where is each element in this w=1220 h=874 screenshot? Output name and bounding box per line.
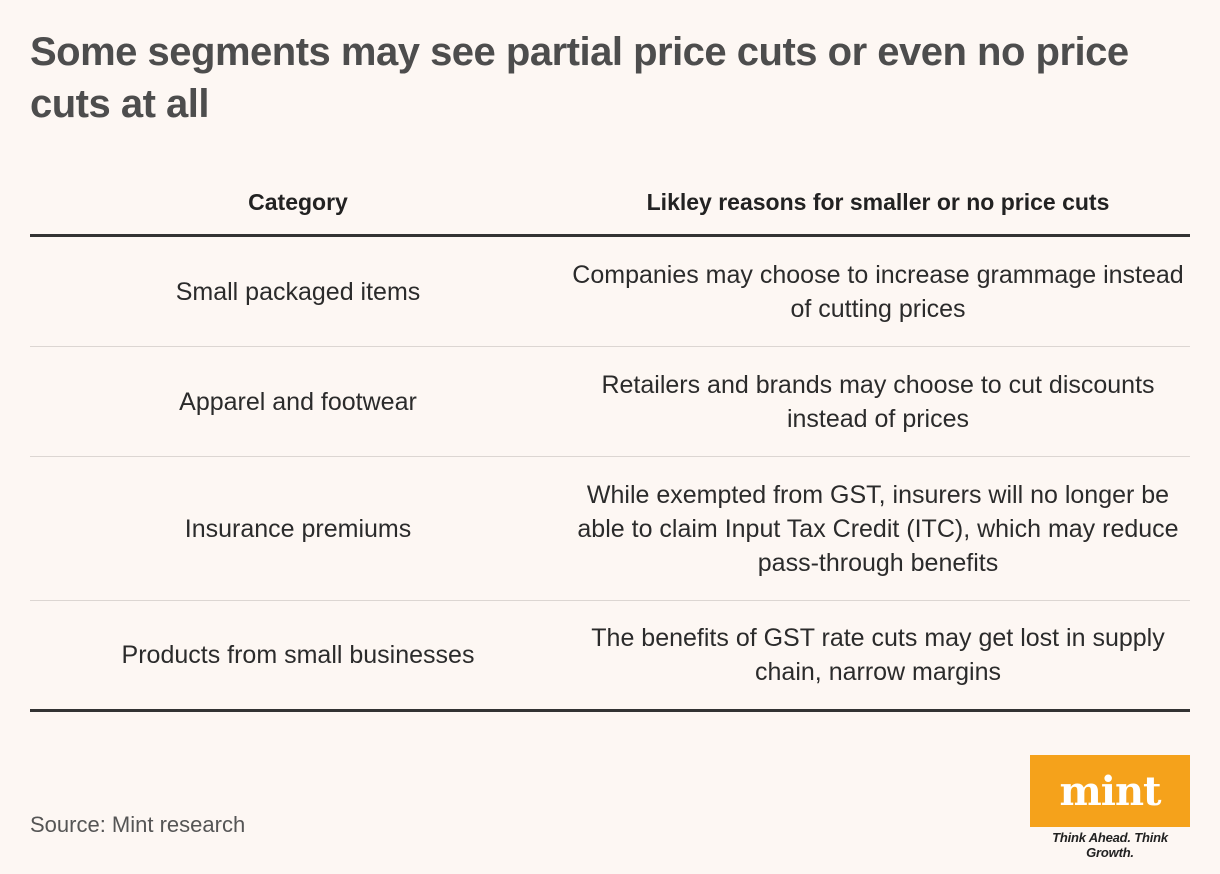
mint-logo: mint (1030, 755, 1190, 827)
source-note: Source: Mint research (30, 812, 246, 837)
table-header-row: Category Likley reasons for smaller or n… (30, 170, 1190, 237)
table-row: Apparel and footwear Retailers and brand… (30, 346, 1190, 457)
cell-reason: While exempted from GST, insurers will n… (566, 456, 1190, 601)
chart-title: Some segments may see partial price cuts… (30, 30, 1129, 126)
mint-logo-text: mint (1059, 767, 1161, 815)
cell-category: Insurance premiums (30, 456, 566, 601)
logo-tagline: Think Ahead. Think Growth. (1052, 830, 1168, 860)
data-table-container: Category Likley reasons for smaller or n… (30, 170, 1190, 712)
table-row: Small packaged items Companies may choos… (30, 235, 1190, 347)
cell-reason: Retailers and brands may choose to cut d… (566, 346, 1190, 457)
cell-reason: Companies may choose to increase grammag… (566, 235, 1190, 347)
table-row: Products from small businesses The benef… (30, 600, 1190, 712)
table-row: Insurance premiums While exempted from G… (30, 456, 1190, 601)
column-header-reasons: Likley reasons for smaller or no price c… (566, 170, 1190, 237)
cell-reason: The benefits of GST rate cuts may get lo… (566, 600, 1190, 712)
cell-category: Products from small businesses (30, 600, 566, 712)
data-table: Category Likley reasons for smaller or n… (30, 170, 1190, 712)
cell-category: Small packaged items (30, 235, 566, 347)
column-header-category: Category (30, 170, 566, 237)
cell-category: Apparel and footwear (30, 346, 566, 457)
